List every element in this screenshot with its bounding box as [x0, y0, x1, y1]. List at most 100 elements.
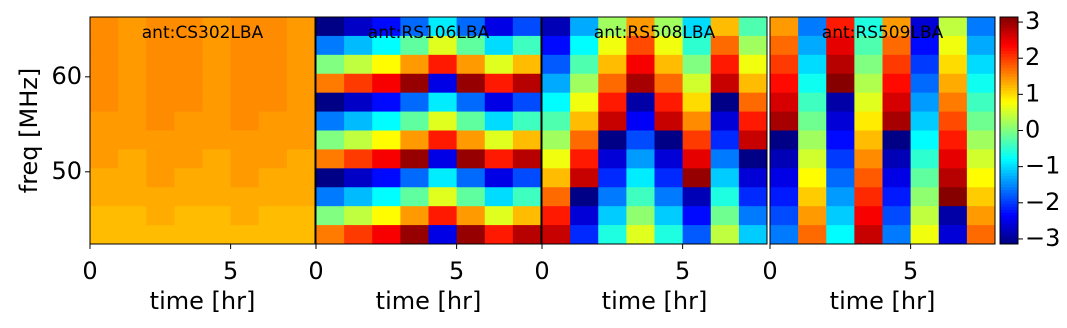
- heatmap-cell: [938, 73, 968, 94]
- heatmap-cell: [230, 187, 260, 207]
- heatmap-cell: [654, 111, 684, 131]
- heatmap-cell: [542, 149, 571, 169]
- colorbar-swatch: [1000, 238, 1018, 242]
- colorbar-swatch: [1000, 51, 1018, 55]
- heatmap-cell: [770, 17, 799, 37]
- heatmap-cell: [118, 111, 147, 131]
- heatmap-cell: [146, 130, 175, 150]
- heatmap-cell: [512, 206, 542, 226]
- heatmap-cell: [174, 168, 203, 188]
- heatmap-cell: [230, 168, 260, 188]
- colorbar-swatch: [1000, 241, 1018, 245]
- heatmap-cell: [344, 111, 373, 131]
- heatmap-cell: [654, 225, 684, 245]
- heatmap-cell: [854, 54, 883, 75]
- heatmap-cell: [626, 92, 655, 113]
- colorbar-swatch: [1000, 144, 1018, 149]
- heatmap-cell: [484, 35, 514, 56]
- heatmap-cell: [428, 35, 458, 56]
- heatmap-cell: [854, 35, 883, 56]
- heatmap-cell: [770, 206, 799, 226]
- heatmap-cell: [542, 206, 571, 226]
- heatmap-cell: [682, 111, 712, 131]
- heatmap-cell: [882, 225, 912, 245]
- heatmap-cell: [372, 35, 401, 56]
- heatmap-cell: [654, 92, 684, 113]
- heatmap-cell: [286, 73, 316, 94]
- heatmap-cell: [570, 168, 599, 188]
- heatmap-cell: [372, 54, 401, 75]
- colorbar-swatch: [1000, 96, 1018, 100]
- heatmap-cell: [146, 168, 175, 188]
- heatmap-cell: [570, 92, 599, 113]
- heatmap-cell: [710, 17, 740, 37]
- heatmap-cell: [230, 35, 260, 56]
- colorbar-swatch: [1000, 53, 1018, 58]
- heatmap-cell: [770, 225, 799, 245]
- heatmap-cell: [542, 187, 571, 207]
- heatmap-cell: [286, 168, 316, 188]
- heatmap-cell: [456, 17, 486, 37]
- panel-title: ant:RS508LBA: [594, 23, 716, 43]
- heatmap-cell: [512, 92, 542, 113]
- heatmap-cell: [344, 149, 373, 169]
- colorbar-swatch: [1000, 201, 1018, 205]
- heatmap-cell: [938, 168, 968, 188]
- heatmap-cell: [826, 149, 855, 169]
- heatmap-cell: [654, 149, 684, 169]
- colorbar-swatch: [1000, 25, 1018, 29]
- colorbar-swatch: [1000, 34, 1018, 38]
- heatmap-cell: [542, 73, 571, 94]
- heatmap-cell: [146, 111, 175, 131]
- heatmap-cell: [682, 168, 712, 188]
- heatmap-cell: [882, 111, 912, 131]
- heatmap-cell: [910, 73, 940, 94]
- colorbar-swatch: [1000, 224, 1018, 228]
- heatmap-cell: [570, 149, 599, 169]
- heatmap-cell: [400, 168, 429, 188]
- colorbar-swatch: [1000, 156, 1018, 160]
- panel-title: ant:RS106LBA: [368, 23, 490, 43]
- heatmap-cell: [258, 187, 288, 207]
- heatmap-cell: [682, 54, 712, 75]
- heatmap-cell: [654, 168, 684, 188]
- heatmap-cell: [770, 35, 799, 56]
- heatmap-cell: [910, 35, 940, 56]
- heatmap-cell: [966, 130, 996, 150]
- colorbar-swatch: [1000, 175, 1018, 180]
- heatmap-cell: [400, 73, 429, 94]
- heatmap-cell: [910, 17, 940, 37]
- heatmap-cell: [316, 35, 345, 56]
- heatmap-cell: [682, 149, 712, 169]
- heatmap-cell: [118, 168, 147, 188]
- heatmap-cell: [344, 35, 373, 56]
- heatmap-cell: [230, 111, 260, 131]
- heatmap-cell: [542, 35, 571, 56]
- heatmap-cell: [118, 92, 147, 113]
- heatmap-cell: [826, 111, 855, 131]
- plot-frame: [89, 16, 316, 245]
- colorbar-swatch: [1000, 136, 1018, 140]
- colorbar-swatch: [1000, 104, 1018, 109]
- heatmap-cell: [512, 111, 542, 131]
- heatmap-cell: [230, 130, 260, 150]
- colorbar-swatch: [1000, 62, 1018, 66]
- heatmap-cell: [118, 17, 147, 37]
- x-tick-label: 0: [762, 257, 777, 285]
- colorbar-swatch: [1000, 187, 1018, 191]
- heatmap-cell: [146, 54, 175, 75]
- colorbar-swatch: [1000, 79, 1018, 83]
- heatmap-cell: [400, 130, 429, 150]
- heatmap-cell: [854, 149, 883, 169]
- heatmap-cell: [230, 92, 260, 113]
- colorbar-swatch: [1000, 141, 1018, 146]
- heatmap-cell: [570, 187, 599, 207]
- heatmap-cell: [770, 92, 799, 113]
- heatmap-cell: [174, 225, 203, 245]
- heatmap-cell: [882, 130, 912, 150]
- heatmap-cell: [90, 225, 119, 245]
- heatmap-cell: [146, 35, 175, 56]
- heatmap-cell: [90, 111, 119, 131]
- heatmap-cell: [202, 17, 232, 37]
- heatmap-cell: [738, 130, 768, 150]
